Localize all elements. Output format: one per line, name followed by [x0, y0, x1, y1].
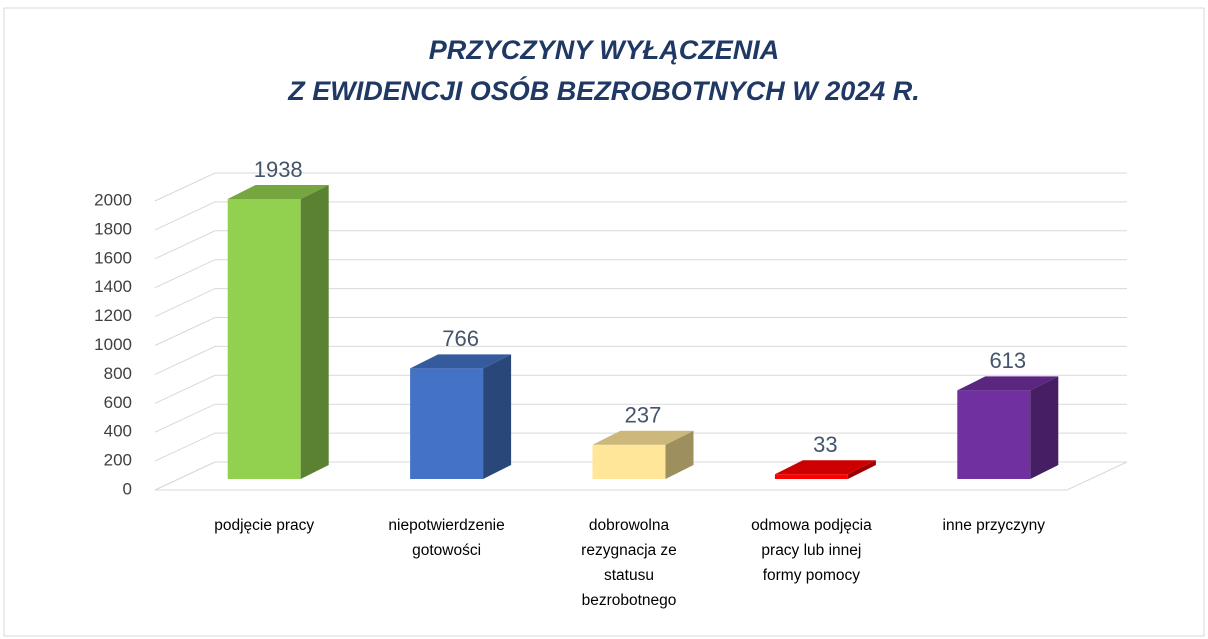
bar [410, 354, 512, 479]
bar [957, 376, 1059, 479]
bar-side [1030, 376, 1059, 479]
y-tick-label: 1000 [94, 335, 132, 354]
bar-top [410, 354, 512, 369]
bar-front [410, 368, 484, 479]
grid-line [154, 172, 1127, 202]
bar-side [847, 460, 876, 479]
x-tick-label: dobrowolna rezygnacja ze statusu bezrobo… [581, 517, 677, 609]
grid-line [154, 374, 1127, 404]
bar-front [592, 444, 666, 479]
bar-front [227, 198, 301, 480]
y-tick-label: 2000 [94, 190, 132, 209]
y-tick-label: 400 [104, 422, 132, 441]
y-tick-label: 1800 [94, 219, 132, 238]
bar-side [665, 430, 694, 479]
y-tick-label: 1200 [94, 306, 132, 325]
grid-line [154, 288, 1127, 318]
bar [227, 184, 329, 480]
data-label: 237 [625, 403, 662, 428]
grid-line [154, 345, 1127, 375]
bar [774, 460, 876, 479]
y-tick-label: 1400 [94, 277, 132, 296]
data-label: 766 [442, 326, 479, 351]
data-label: 613 [989, 348, 1026, 373]
bar [592, 430, 694, 479]
grid-line [154, 317, 1127, 346]
chart-border [3, 7, 1205, 637]
y-tick-label: 1600 [94, 248, 132, 267]
bar-side [483, 354, 512, 479]
data-label: 33 [813, 432, 837, 457]
y-tick-label: 800 [104, 364, 132, 383]
grid-line [154, 432, 1127, 462]
bar-front [774, 474, 848, 479]
x-tick-label: odmowa podjęcia pracy lub innej formy po… [751, 517, 872, 584]
grid-line [154, 259, 1127, 289]
bar-top [592, 430, 694, 445]
chart-title: PRZYCZYNY WYŁĄCZENIA [429, 35, 780, 65]
chart-title: Z EWIDENCJI OSÓB BEZROBOTNYCH W 2024 R. [287, 75, 920, 106]
bar-top [957, 376, 1059, 391]
bar-top [227, 184, 329, 199]
bar-top [774, 460, 876, 475]
y-tick-label: 0 [123, 479, 132, 498]
y-tick-label: 600 [104, 393, 132, 412]
x-tick-label: inne przyczyny [942, 517, 1046, 534]
x-tick-label: podjęcie pracy [214, 517, 315, 534]
data-label: 1938 [254, 157, 303, 182]
x-tick-label: niepotwierdzenie gotowości [388, 517, 505, 559]
grid-line [154, 403, 1127, 433]
bar-side [300, 184, 329, 480]
grid-line [154, 201, 1127, 231]
bar-front [957, 390, 1031, 479]
grid-line [154, 230, 1127, 260]
y-tick-label: 200 [104, 451, 132, 470]
